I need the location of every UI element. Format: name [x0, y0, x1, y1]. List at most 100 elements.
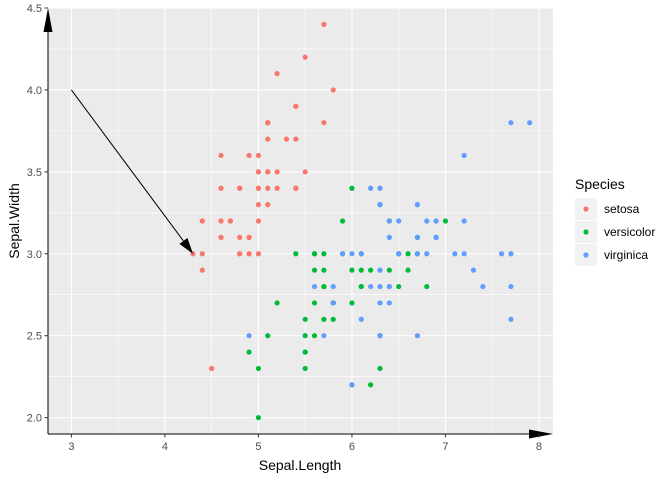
data-point-virginica: [396, 218, 402, 224]
data-point-virginica: [461, 152, 467, 159]
data-point-versicolor: [293, 251, 299, 257]
data-point-virginica: [349, 382, 355, 388]
minor-gridlines: [48, 8, 553, 434]
data-point-versicolor: [321, 251, 327, 257]
x-axis-arrowhead: [529, 429, 553, 439]
data-point-virginica: [527, 120, 533, 126]
y-tick-label: 3.0: [27, 249, 42, 261]
y-tick-label: 4.5: [27, 3, 42, 15]
data-point-setosa: [255, 218, 262, 224]
data-point-virginica: [386, 300, 392, 306]
data-point-virginica: [377, 185, 383, 191]
legend-label-virginica: virginica: [604, 248, 648, 262]
data-point-virginica: [424, 218, 430, 224]
data-point-setosa: [199, 267, 205, 273]
legend: Species setosa versicolor virginica: [575, 176, 655, 266]
data-point-versicolor: [255, 415, 262, 421]
y-tick-label: 4.0: [27, 85, 42, 97]
data-point-virginica: [414, 333, 420, 339]
data-point-virginica: [480, 283, 486, 290]
data-point-setosa: [330, 87, 336, 93]
annotation-arrowhead: [179, 237, 193, 254]
data-point-setosa: [293, 136, 299, 142]
data-point-versicolor: [311, 267, 318, 273]
data-point-versicolor: [386, 267, 392, 273]
data-point-setosa: [274, 169, 280, 175]
data-point-versicolor: [321, 283, 327, 290]
data-point-virginica: [433, 218, 439, 224]
data-point-setosa: [227, 218, 233, 224]
data-point-virginica: [498, 251, 505, 257]
x-tick-label: 4: [162, 441, 168, 453]
data-point-setosa: [302, 54, 308, 60]
data-point-versicolor: [302, 365, 308, 372]
axes: [43, 8, 553, 439]
data-point-versicolor: [274, 300, 280, 306]
data-point-versicolor: [330, 316, 336, 322]
data-point-virginica: [461, 218, 467, 224]
legend-key-dot-versicolor: [583, 229, 589, 235]
data-point-versicolor: [358, 267, 364, 273]
data-point-versicolor: [377, 365, 383, 372]
data-point-virginica: [386, 218, 392, 224]
data-point-setosa: [237, 234, 243, 240]
data-point-versicolor: [321, 267, 327, 273]
data-point-virginica: [368, 283, 374, 290]
data-point-setosa: [274, 185, 280, 191]
data-point-setosa: [321, 120, 327, 126]
data-point-setosa: [246, 234, 252, 240]
data-point-virginica: [414, 234, 420, 240]
data-point-setosa: [255, 202, 262, 208]
data-point-setosa: [199, 218, 205, 224]
data-point-virginica: [368, 185, 374, 191]
data-point-setosa: [265, 185, 271, 191]
data-point-virginica: [433, 234, 439, 240]
annotation-arrow-line: [70, 89, 184, 242]
plot-panel: [48, 8, 553, 434]
y-tick-label: 2.0: [27, 413, 42, 425]
y-tick-label: 2.5: [27, 331, 42, 343]
data-point-setosa: [265, 169, 271, 175]
y-tick-label: 3.5: [27, 167, 42, 179]
data-point-virginica: [452, 251, 458, 257]
x-tick-label: 6: [349, 441, 355, 453]
data-point-versicolor: [246, 349, 252, 355]
data-point-virginica: [508, 120, 514, 126]
data-point-virginica: [321, 333, 327, 339]
data-point-virginica: [330, 300, 336, 306]
data-point-virginica: [508, 283, 514, 290]
data-point-virginica: [358, 316, 364, 322]
data-point-virginica: [508, 316, 514, 322]
data-point-setosa: [274, 70, 280, 77]
data-point-versicolor: [311, 333, 318, 339]
data-point-setosa: [255, 152, 262, 159]
data-point-setosa: [283, 136, 290, 142]
x-tick-label: 7: [442, 441, 448, 453]
data-point-versicolor: [368, 382, 374, 388]
data-point-setosa: [209, 365, 215, 372]
data-point-virginica: [339, 251, 346, 257]
data-point-versicolor: [349, 300, 355, 306]
x-axis-ticks: 3 4 5 6 7 8: [68, 434, 542, 453]
data-point-setosa: [218, 185, 224, 191]
data-point-virginica: [386, 283, 392, 290]
data-point-versicolor: [321, 316, 327, 322]
x-tick-label: 8: [536, 441, 542, 453]
data-point-setosa: [246, 152, 252, 159]
data-point-virginica: [246, 333, 252, 339]
data-point-setosa: [265, 120, 271, 126]
data-point-setosa: [246, 251, 252, 257]
legend-title: Species: [575, 176, 625, 192]
data-point-setosa: [218, 218, 224, 224]
data-point-setosa: [218, 152, 224, 159]
data-point-virginica: [377, 333, 383, 339]
data-point-virginica: [414, 202, 420, 208]
data-point-setosa: [265, 202, 271, 208]
legend-label-versicolor: versicolor: [604, 225, 655, 239]
y-axis-ticks: 2.0 2.5 3.0 3.5 4.0 4.5: [27, 3, 48, 425]
data-point-setosa: [237, 185, 243, 191]
data-point-versicolor: [349, 185, 355, 191]
data-point-virginica: [424, 251, 430, 257]
x-tick-label: 3: [68, 441, 74, 453]
